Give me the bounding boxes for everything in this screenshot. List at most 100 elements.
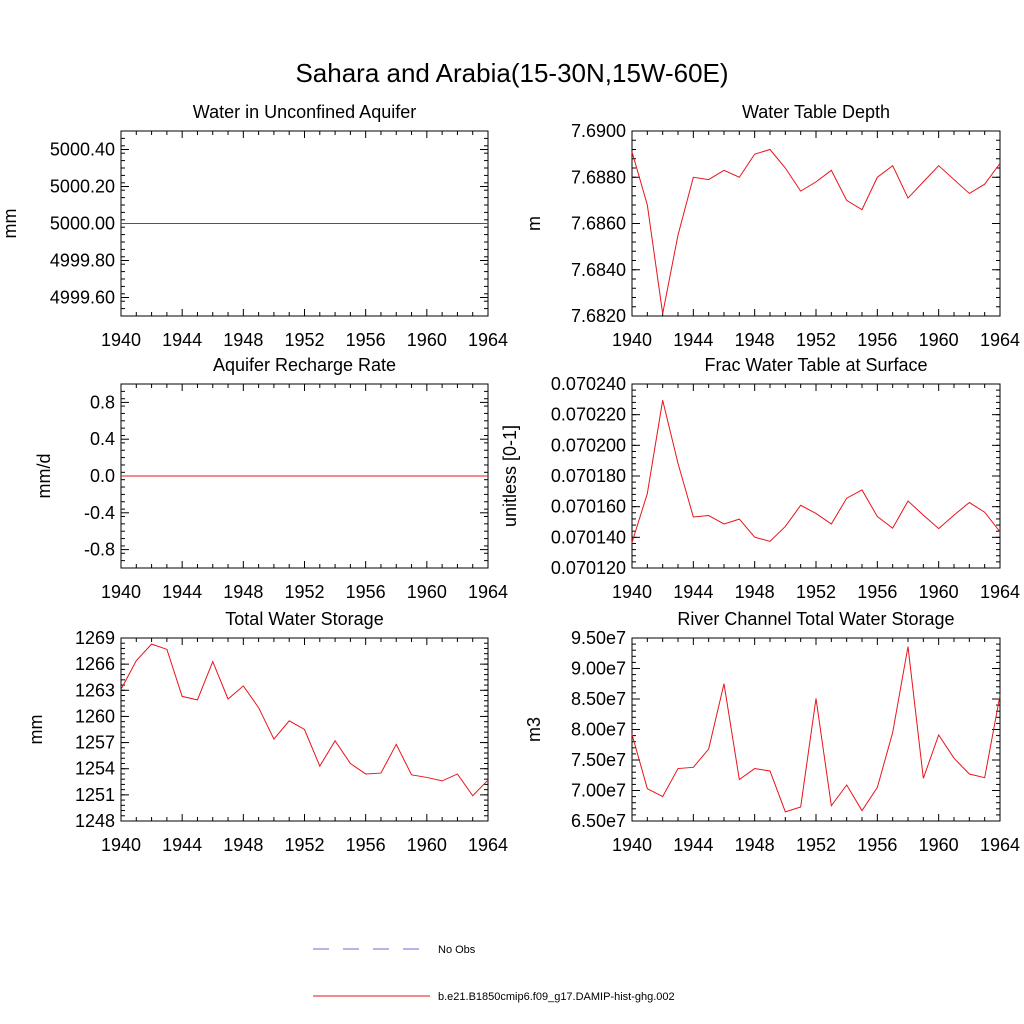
y-axis-label: m bbox=[524, 216, 544, 231]
x-tick-label: 1944 bbox=[673, 582, 713, 602]
panel-title: Frac Water Table at Surface bbox=[704, 355, 927, 375]
x-tick-label: 1940 bbox=[612, 330, 652, 350]
x-tick-label: 1944 bbox=[162, 835, 202, 855]
x-tick-label: 1952 bbox=[284, 835, 324, 855]
x-tick-label: 1952 bbox=[796, 330, 836, 350]
legend-label-model: b.e21.B1850cmip6.f09_g17.DAMIP-hist-ghg.… bbox=[438, 991, 675, 1003]
y-tick-label: 8.50e7 bbox=[571, 689, 626, 709]
x-tick-label: 1964 bbox=[980, 330, 1020, 350]
y-axis-label: mm bbox=[26, 715, 46, 745]
y-tick-label: 7.50e7 bbox=[571, 750, 626, 770]
plot-frame bbox=[631, 637, 1001, 822]
x-tick-label: 1940 bbox=[612, 582, 652, 602]
y-tick-label: 7.6840 bbox=[571, 260, 626, 280]
x-tick-label: 1952 bbox=[284, 330, 324, 350]
y-tick-label: 0.070220 bbox=[551, 405, 626, 425]
x-tick-label: 1956 bbox=[857, 330, 897, 350]
y-axis-label: mm bbox=[0, 209, 20, 239]
y-tick-label: 1269 bbox=[75, 628, 115, 648]
x-tick-label: 1960 bbox=[919, 835, 959, 855]
x-tick-label: 1940 bbox=[101, 582, 141, 602]
x-tick-label: 1960 bbox=[919, 330, 959, 350]
y-tick-label: 1266 bbox=[75, 654, 115, 674]
y-tick-label: 8.00e7 bbox=[571, 720, 626, 740]
panel-water-in-unconfined-aquifer: Water in Unconfined Aquifer mm 1940 1944 194… bbox=[0, 102, 508, 350]
panel-frac-water-table-at-surface: Frac Water Table at Surface unitless [0-1… bbox=[500, 355, 1020, 602]
y-tick-label: 0.4 bbox=[90, 429, 115, 449]
y-tick-label: 1260 bbox=[75, 706, 115, 726]
y-tick-label: 0.070240 bbox=[551, 374, 626, 394]
x-tick-label: 1964 bbox=[980, 835, 1020, 855]
panel-water-table-depth: Water Table Depth m 1940 1944 1948 1952 1956 19… bbox=[524, 102, 1020, 350]
y-tick-label: 0.0 bbox=[90, 466, 115, 486]
y-tick-label: -0.8 bbox=[84, 540, 115, 560]
y-tick-label: 9.00e7 bbox=[571, 659, 626, 679]
plot-frame bbox=[631, 383, 1001, 569]
panel-river-channel-total-water-storage: River Channel Total Water Storage m3 1940 1… bbox=[524, 609, 1020, 855]
x-tick-label: 1948 bbox=[735, 330, 775, 350]
y-tick-label: 5000.20 bbox=[50, 177, 115, 197]
x-tick-label: 1956 bbox=[857, 582, 897, 602]
y-tick-label: 0.070180 bbox=[551, 466, 626, 486]
panel-title: Aquifer Recharge Rate bbox=[213, 355, 396, 375]
y-tick-label: 7.6880 bbox=[571, 167, 626, 187]
legend-label-no-obs: No Obs bbox=[438, 944, 476, 956]
y-tick-label: 9.50e7 bbox=[571, 628, 626, 648]
x-tick-label: 1956 bbox=[346, 582, 386, 602]
x-tick-label: 1944 bbox=[162, 582, 202, 602]
x-tick-label: 1952 bbox=[796, 582, 836, 602]
x-tick-label: 1944 bbox=[162, 330, 202, 350]
y-tick-label: -0.4 bbox=[84, 503, 115, 523]
x-tick-label: 1964 bbox=[980, 582, 1020, 602]
y-tick-label: 0.070140 bbox=[551, 527, 626, 547]
y-tick-label: 4999.60 bbox=[50, 288, 115, 308]
series-line bbox=[120, 643, 489, 797]
y-tick-label: 5000.00 bbox=[50, 214, 115, 234]
x-tick-label: 1948 bbox=[735, 835, 775, 855]
y-tick-label: 6.50e7 bbox=[571, 811, 626, 831]
x-tick-label: 1940 bbox=[101, 835, 141, 855]
x-tick-label: 1960 bbox=[407, 582, 447, 602]
y-tick-label: 4999.80 bbox=[50, 251, 115, 271]
panel-title: Water in Unconfined Aquifer bbox=[193, 102, 416, 122]
x-tick-label: 1956 bbox=[857, 835, 897, 855]
series-line bbox=[631, 148, 1001, 314]
panel-title: River Channel Total Water Storage bbox=[677, 609, 954, 629]
x-tick-label: 1960 bbox=[407, 835, 447, 855]
plot-frame bbox=[631, 130, 1001, 317]
x-tick-label: 1944 bbox=[673, 835, 713, 855]
x-tick-label: 1956 bbox=[346, 835, 386, 855]
x-tick-label: 1948 bbox=[735, 582, 775, 602]
panel-aquifer-recharge-rate: Aquifer Recharge Rate mm/d 1940 1944 1948 195… bbox=[34, 355, 508, 602]
y-tick-label: 0.070200 bbox=[551, 435, 626, 455]
x-tick-label: 1960 bbox=[407, 330, 447, 350]
x-tick-label: 1952 bbox=[284, 582, 324, 602]
chart-panels: Water in Unconfined Aquifer mm 1940 1944 194… bbox=[0, 102, 1020, 855]
x-tick-label: 1964 bbox=[468, 582, 508, 602]
panel-title: Water Table Depth bbox=[742, 102, 890, 122]
y-tick-label: 0.8 bbox=[90, 392, 115, 412]
legend: No Obs b.e21.B1850cmip6.f09_g17.DAMIP-hi… bbox=[313, 944, 675, 1003]
x-tick-label: 1948 bbox=[223, 582, 263, 602]
figure-title: Sahara and Arabia(15-30N,15W-60E) bbox=[295, 58, 728, 88]
y-tick-label: 1251 bbox=[75, 785, 115, 805]
x-tick-label: 1964 bbox=[468, 330, 508, 350]
y-tick-label: 0.070160 bbox=[551, 497, 626, 517]
y-tick-label: 7.00e7 bbox=[571, 781, 626, 801]
y-tick-label: 1257 bbox=[75, 733, 115, 753]
x-tick-label: 1952 bbox=[796, 835, 836, 855]
x-tick-label: 1948 bbox=[223, 835, 263, 855]
series-line bbox=[631, 646, 1001, 813]
panel-title: Total Water Storage bbox=[225, 609, 383, 629]
panel-total-water-storage: Total Water Storage mm 1940 1944 1948 1952 195… bbox=[26, 609, 508, 855]
y-axis-label: unitless [0-1] bbox=[500, 425, 520, 527]
y-tick-label: 5000.40 bbox=[50, 140, 115, 160]
y-tick-label: 1254 bbox=[75, 759, 115, 779]
x-tick-label: 1956 bbox=[346, 330, 386, 350]
y-tick-label: 1263 bbox=[75, 680, 115, 700]
x-tick-label: 1964 bbox=[468, 835, 508, 855]
y-axis-label: mm/d bbox=[34, 454, 54, 499]
y-axis-label: m3 bbox=[524, 717, 544, 742]
y-tick-label: 0.070120 bbox=[551, 558, 626, 578]
